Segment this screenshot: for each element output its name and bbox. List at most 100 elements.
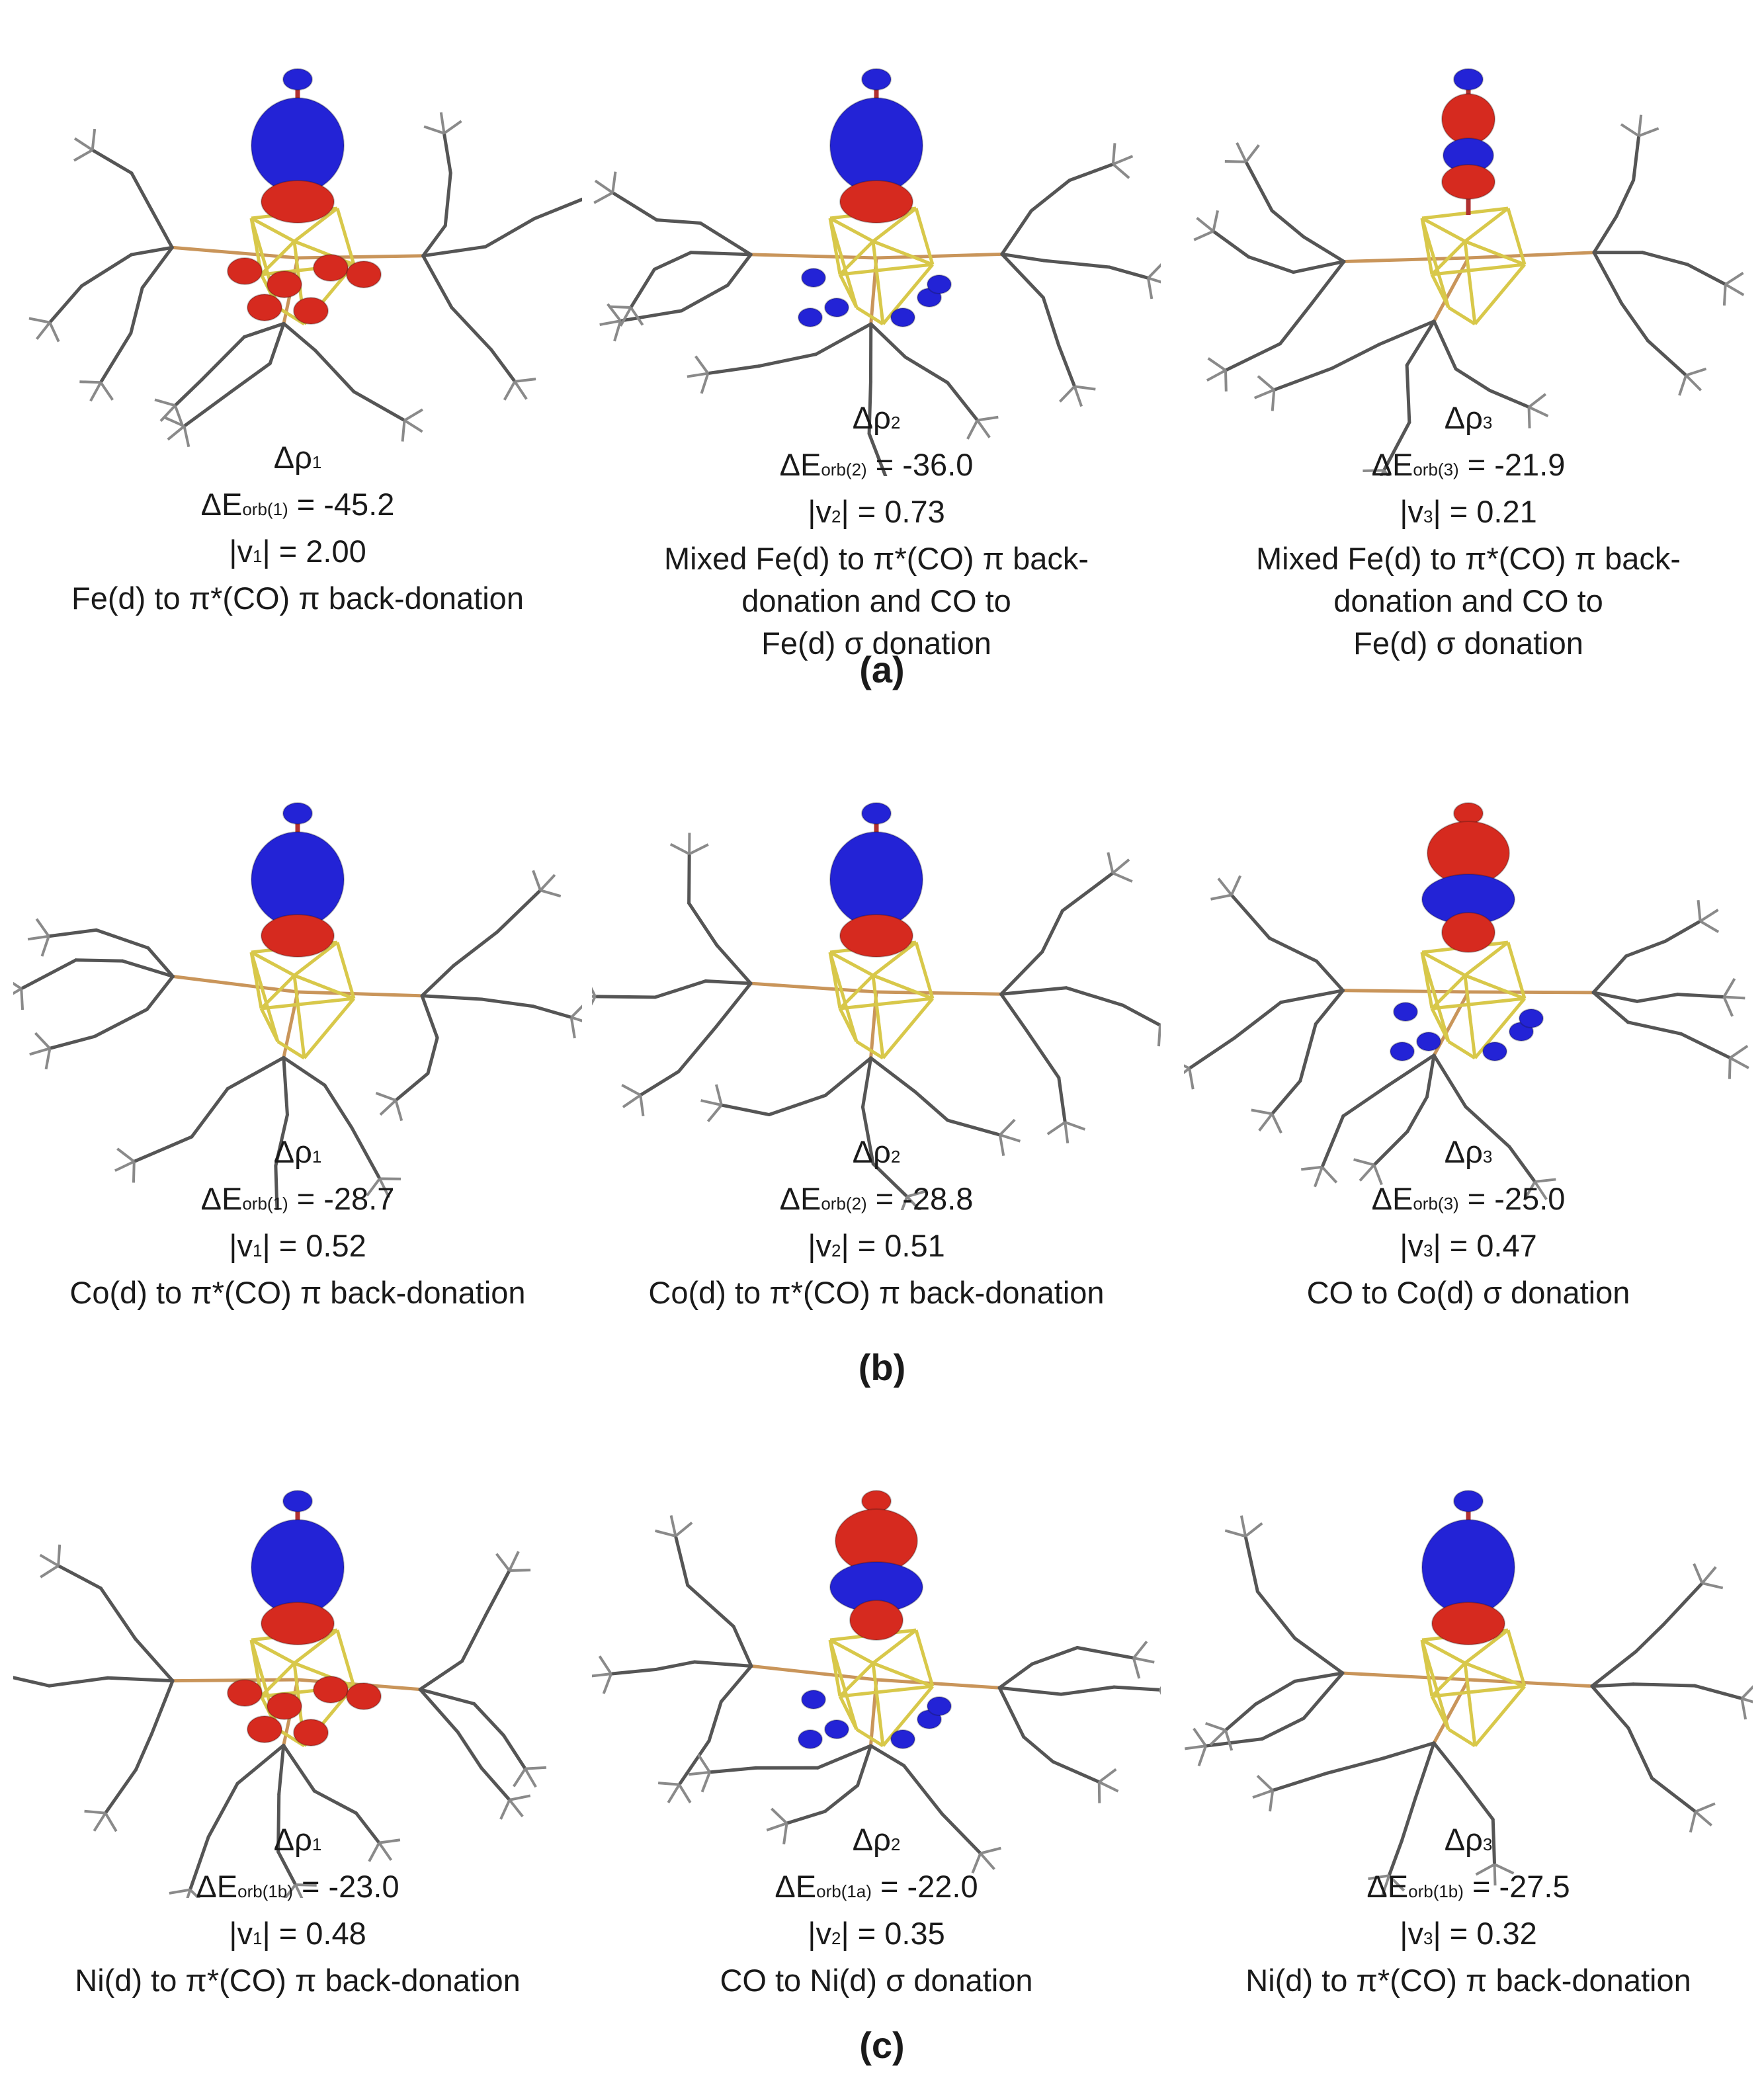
metal-cluster — [1420, 940, 1527, 1060]
lobe-cluster-4 — [1482, 1042, 1507, 1061]
panel-caption: Δρ1 ΔEorb(1b) = -23.0 |v1| = 0.48 Ni(d) to … — [7, 1819, 589, 2002]
interaction-description: donation and CO to — [1333, 583, 1603, 618]
deformation-density-lobes — [227, 68, 382, 325]
lobe-cluster-0 — [227, 257, 263, 285]
interaction-description: Ni(d) to π*(CO) π back-donation — [1245, 1963, 1691, 1998]
ligand-wireframe — [13, 870, 582, 1210]
interaction-description: Fe(d) σ donation — [761, 626, 991, 661]
interaction-description: Ni(d) to π*(CO) π back-donation — [75, 1963, 521, 1998]
molecule-panel-b-1 — [13, 760, 582, 1210]
deformation-density-lobes — [1441, 68, 1495, 200]
lobe-cluster-1 — [267, 270, 302, 298]
lobe-cluster-5 — [927, 1696, 952, 1716]
panel-caption: Δρ1 ΔEorb(1) = -45.2 |v1| = 2.00 Fe(d) to π… — [7, 436, 589, 620]
lobe-oxygen — [861, 68, 892, 91]
eigenvalue: |v1| = 0.48 — [229, 1916, 366, 1951]
metal-cluster — [249, 940, 356, 1060]
metal-cluster — [828, 940, 935, 1060]
lobe-lower — [261, 180, 335, 224]
molecule-panel-c-3 — [1184, 1448, 1753, 1898]
subfigure-label: (a) — [859, 649, 905, 690]
lobe-upper — [1421, 1519, 1515, 1616]
ligand-wireframe — [592, 833, 1161, 1210]
eigenvalue: |v3| = 0.47 — [1400, 1228, 1537, 1263]
lobe-upper — [251, 97, 345, 194]
molecule-render — [1193, 68, 1745, 476]
molecule-panel-c-1 — [13, 1448, 582, 1898]
orbital-energy: ΔEorb(2) = -36.0 — [779, 447, 974, 482]
lobe-cluster-0 — [227, 1679, 263, 1707]
subfigure-label: (b) — [858, 1346, 906, 1388]
panel-caption: Δρ2 ΔEorb(2) = -36.0 |v2| = 0.73 Mixed Fe(d… — [585, 397, 1167, 665]
metal-cluster — [828, 1628, 935, 1748]
interaction-description: CO to Ni(d) σ donation — [720, 1963, 1033, 1998]
interaction-description: Fe(d) to π*(CO) π back-donation — [71, 581, 524, 616]
orbital-energy: ΔEorb(2) = -28.8 — [779, 1181, 974, 1216]
eigenvalue: |v3| = 0.32 — [1400, 1916, 1537, 1951]
lobe-cluster-0 — [1393, 1002, 1418, 1022]
interaction-description: Co(d) to π*(CO) π back-donation — [648, 1275, 1105, 1310]
lobe-cluster-4 — [247, 294, 282, 321]
molecule-render — [592, 802, 1161, 1210]
lobe-cluster-0 — [801, 1690, 826, 1709]
deformation-density-lobes — [798, 1490, 952, 1749]
lobe-cluster-1 — [824, 1719, 849, 1739]
lobe-cluster-1 — [1416, 1032, 1441, 1051]
lobe-lower — [1431, 1602, 1505, 1645]
delta-rho-label: Δρ3 — [1444, 400, 1493, 435]
eigenvalue: |v2| = 0.51 — [808, 1228, 945, 1263]
lobe-cluster-5 — [293, 297, 329, 325]
delta-rho-label: Δρ3 — [1444, 1822, 1493, 1857]
ligand-wireframe — [28, 112, 582, 448]
molecule-render — [13, 802, 582, 1210]
lobe-cluster-5 — [927, 274, 952, 294]
lobe-lower — [1441, 164, 1495, 200]
eigenvalue: |v3| = 0.21 — [1400, 494, 1537, 529]
molecule-panel-b-2 — [592, 760, 1161, 1210]
delta-rho-label: Δρ2 — [852, 1822, 901, 1857]
orbital-energy: ΔEorb(1b) = -23.0 — [196, 1869, 399, 1904]
lobe-oxygen — [861, 802, 892, 825]
lobe-cluster-2 — [798, 308, 823, 327]
molecule-render — [1185, 1490, 1753, 1897]
eigenvalue: |v2| = 0.35 — [808, 1916, 945, 1951]
lobe-cluster-2 — [798, 1729, 823, 1749]
molecule-panel-a-1 — [13, 26, 582, 476]
panel-caption: Δρ2 ΔEorb(2) = -28.8 |v2| = 0.51 Co(d) to π… — [585, 1131, 1167, 1314]
deformation-density-lobes — [1421, 1490, 1515, 1645]
lobe-cluster-2 — [313, 1676, 349, 1704]
lobe-upper — [251, 831, 345, 928]
deformation-density-lobes — [829, 802, 923, 958]
eigenvalue: |v1| = 2.00 — [229, 534, 366, 569]
lobe-lower — [849, 1600, 903, 1641]
lobe-cluster-1 — [267, 1692, 302, 1720]
interaction-description: Co(d) to π*(CO) π back-donation — [69, 1275, 526, 1310]
molecule-render — [592, 1490, 1161, 1873]
lobe-cluster-1 — [824, 298, 849, 317]
orbital-energy: ΔEorb(1) = -45.2 — [200, 487, 395, 522]
deformation-density-lobes — [227, 1490, 382, 1746]
eigenvalue: |v2| = 0.73 — [808, 494, 945, 529]
interaction-description: Mixed Fe(d) to π*(CO) π back- — [1255, 541, 1681, 576]
lobe-cluster-5 — [293, 1719, 329, 1746]
delta-rho-label: Δρ1 — [273, 1134, 322, 1169]
panel-caption: Δρ3 ΔEorb(3) = -21.9 |v3| = 0.21 Mixed Fe(d… — [1177, 397, 1759, 665]
delta-rho-label: Δρ3 — [1444, 1134, 1493, 1169]
molecule-render — [593, 68, 1161, 476]
deformation-density-lobes — [251, 802, 345, 958]
molecule-render — [13, 1490, 547, 1898]
lobe-upper — [1441, 93, 1495, 145]
orbital-energy: ΔEorb(3) = -21.9 — [1371, 447, 1566, 482]
subfigure-label: (c) — [859, 2024, 905, 2066]
deformation-density-lobes — [798, 68, 952, 327]
lobe-cluster-2 — [1390, 1042, 1415, 1061]
lobe-lower — [261, 1602, 335, 1645]
lobe-upper — [251, 1519, 345, 1616]
lobe-lower — [839, 180, 913, 224]
lobe-cluster-2 — [313, 254, 349, 282]
interaction-description: CO to Co(d) σ donation — [1306, 1275, 1630, 1310]
orbital-energy: ΔEorb(1) = -28.7 — [200, 1181, 395, 1216]
lobe-upper — [829, 831, 923, 928]
molecule-panel-a-2 — [592, 26, 1161, 476]
delta-rho-label: Δρ1 — [273, 1822, 322, 1857]
